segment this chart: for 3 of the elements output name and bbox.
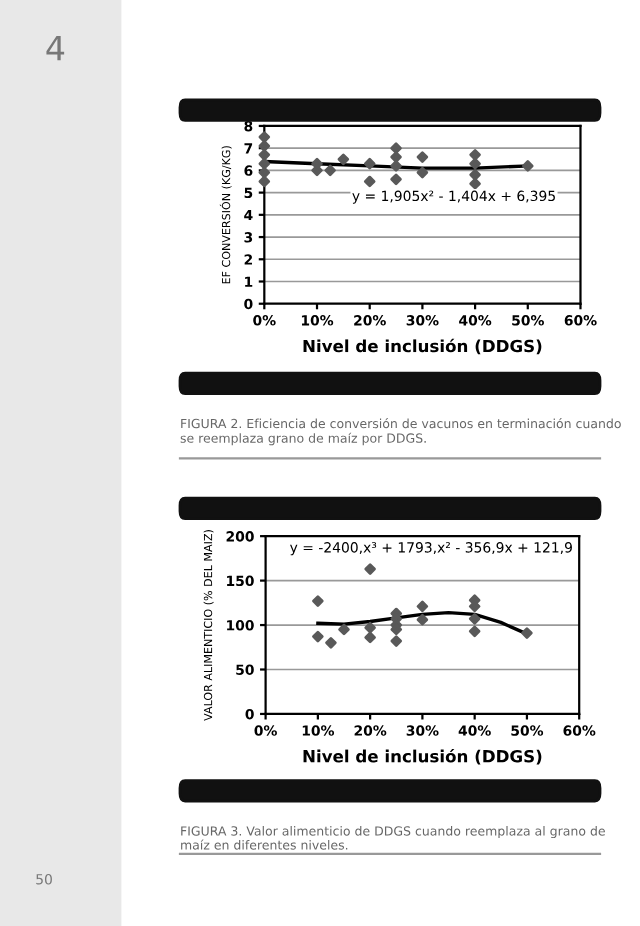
text: 4 bbox=[46, 35, 65, 61]
x-axis-title: Nivel de inclusión (DDGS) bbox=[303, 748, 542, 765]
x-axis-title: Nivel de inclusión (DDGS) bbox=[303, 338, 542, 355]
